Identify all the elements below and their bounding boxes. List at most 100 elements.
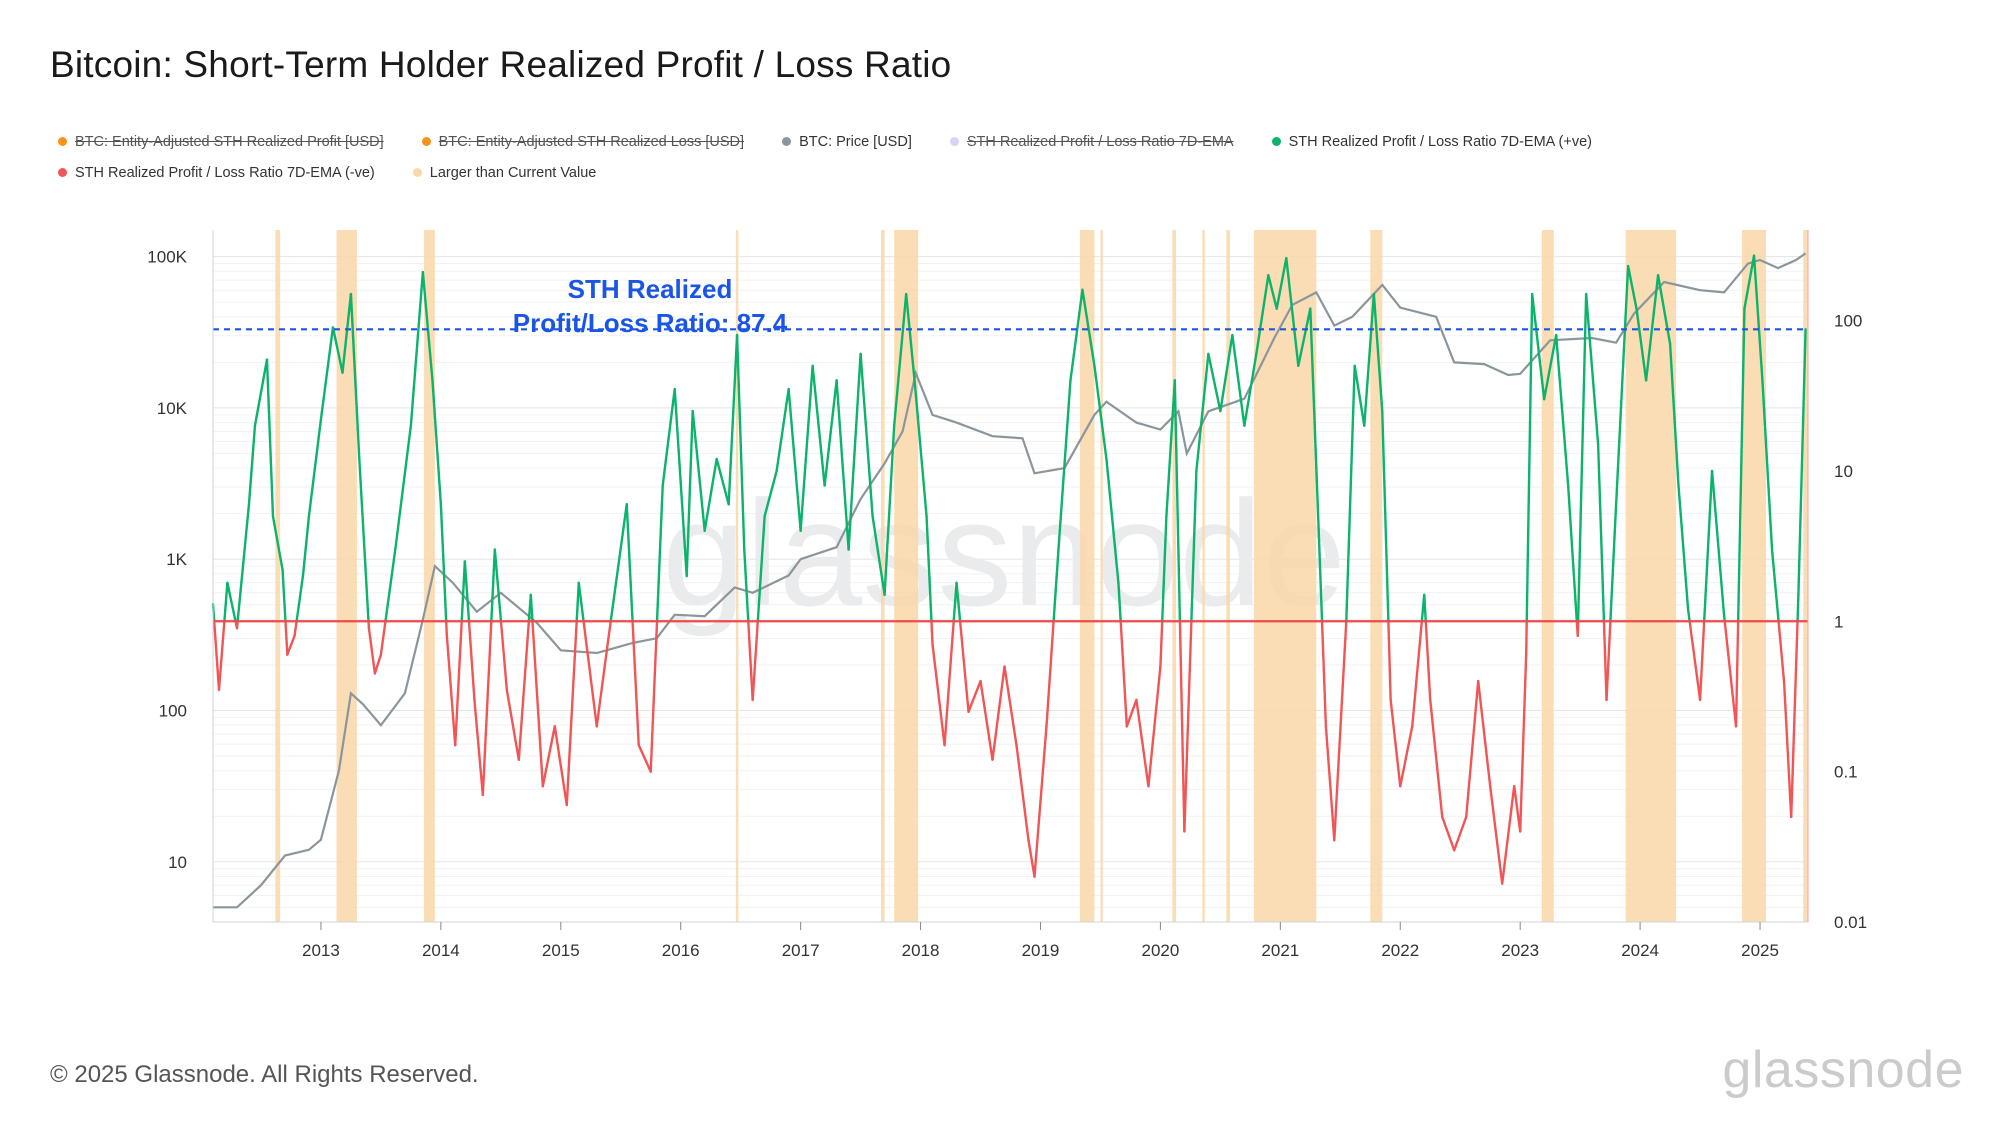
ratio-negative-segment (445, 634, 457, 747)
watermark: glassnode (662, 469, 1346, 637)
left-tick-label: 100K (147, 248, 187, 267)
highlight-band (1742, 230, 1767, 922)
ratio-positive-segment (1770, 548, 1780, 623)
ratio-negative-segment (499, 620, 509, 692)
legend-item-ratio-ema[interactable]: STH Realized Profit / Loss Ratio 7D-EMA (949, 133, 1234, 150)
ratio-negative-segment (1424, 620, 1432, 702)
ratio-negative-segment (967, 679, 982, 713)
ratio-positive-segment (913, 379, 928, 518)
axes: 10 100 1K 10K 100K 0.01 0.1 1 10 100 2013 2014 2015 2… (147, 230, 1867, 960)
legend-dot-icon (1271, 137, 1281, 146)
legend-item-btc-price[interactable]: BTC: Price [USD] (782, 134, 912, 150)
ratio-negative-segment (505, 688, 521, 761)
annotation-line-2: Profit/Loss Ratio: 87.4 (513, 308, 788, 338)
x-tick-label: 2023 (1501, 941, 1539, 960)
ratio-positive-segment (743, 548, 750, 623)
ratio-positive-segment (1317, 529, 1324, 623)
ratio-positive-segment (1345, 364, 1356, 623)
ratio-negative-segment (1135, 698, 1150, 788)
highlight-band (275, 230, 281, 922)
ratio-positive-segment (439, 503, 448, 623)
ratio-negative-segment (1477, 679, 1492, 788)
ratio-negative-segment (1777, 620, 1786, 683)
ratio-negative-segment (1734, 620, 1740, 728)
ratio-negative-segment (1790, 620, 1799, 819)
ratio-positive-segment (871, 514, 886, 596)
ratio-negative-segment (531, 620, 544, 788)
right-tick-label: 0.01 (1834, 913, 1867, 932)
x-tick-label: 2020 (1141, 941, 1179, 960)
ratio-negative-segment (1429, 698, 1444, 819)
legend-item-sth-realized-loss[interactable]: BTC: Entity-Adjusted STH Realized Loss [… (421, 134, 744, 150)
ratio-negative-segment (1003, 665, 1018, 747)
ratio-positive-segment (1297, 307, 1312, 367)
x-tick-label: 2017 (782, 941, 820, 960)
ratio-positive-segment (1057, 379, 1072, 551)
ratio-negative-segment (607, 620, 612, 638)
legend-item-ratio-negative[interactable]: STH Realized Profit / Loss Ratio 7D-EMA … (58, 165, 375, 181)
ratio-positive-segment (1566, 484, 1579, 623)
ratio-positive-segment (265, 358, 275, 518)
legend-row-2: STH Realized Profit / Loss Ratio 7D-EMA … (58, 157, 1738, 188)
legend-dot-icon (782, 137, 792, 146)
ratio-positive-segment (341, 292, 353, 374)
legend-item-ratio-positive[interactable]: STH Realized Profit / Loss Ratio 7D-EMA … (1271, 134, 1592, 150)
ratio-positive-segment (493, 548, 503, 623)
ratio-positive-segment (1584, 292, 1600, 446)
ratio-negative-segment (1324, 725, 1336, 842)
ratio-positive-segment (1243, 352, 1258, 427)
ratio-positive-segment (775, 387, 790, 473)
ratio-positive-segment (1576, 292, 1588, 623)
ratio-positive-segment (892, 292, 908, 427)
ratio-positive-segment (811, 364, 826, 487)
legend-label: STH Realized Profit / Loss Ratio 7D-EMA … (75, 164, 375, 181)
ratio-negative-segment (1399, 725, 1414, 788)
ratio-negative-segment (454, 620, 463, 747)
ratio-positive-segment (349, 292, 361, 461)
ratio-positive-segment (735, 333, 746, 551)
ratio-negative-segment (1119, 620, 1129, 728)
ratio-positive-segment (925, 514, 933, 623)
ratio-positive-segment (1554, 333, 1570, 487)
ratio-positive-segment (1165, 379, 1176, 518)
ratio-positive-segment (691, 409, 706, 532)
ratio-negative-segment (1045, 620, 1055, 728)
ratio-negative-segment (379, 620, 387, 656)
ratio-negative-segment (1518, 653, 1528, 833)
annotation-line-1: STH Realized (568, 274, 733, 304)
right-tick-label: 100 (1834, 312, 1862, 331)
legend-item-larger-than-current[interactable]: Larger than Current Value (412, 165, 596, 181)
ratio-positive-segment (1542, 333, 1558, 401)
ratio-negative-segment (637, 743, 652, 773)
ratio-positive-segment (1069, 288, 1084, 382)
ratio-negative-segment (1453, 815, 1468, 852)
ratio-positive-segment (1363, 292, 1376, 427)
ratio-positive-segment (281, 568, 287, 623)
ratio-positive-segment (1190, 469, 1198, 623)
ratio-positive-segment (1285, 256, 1300, 367)
ratio-negative-segment (467, 620, 476, 702)
ratio-positive-segment (384, 548, 397, 623)
ratio-positive-segment (1353, 364, 1366, 427)
legend-label: STH Realized Profit / Loss Ratio 7D-EMA (966, 133, 1234, 150)
legend: BTC: Entity-Adjusted STH Realized Profit… (58, 126, 1738, 188)
ratio-negative-segment (1147, 665, 1162, 788)
legend-dot-icon (949, 137, 959, 146)
highlight-band (424, 230, 435, 922)
highlight-band (1100, 230, 1103, 922)
ratio-negative-segment (1500, 785, 1516, 885)
ratio-positive-segment (1736, 307, 1746, 623)
ratio-positive-segment (703, 457, 718, 532)
ratio-positive-segment (577, 581, 585, 623)
ratio-positive-segment (1381, 409, 1390, 623)
ratio-positive-segment (655, 484, 664, 623)
ratio-positive-segment (1093, 364, 1108, 461)
legend-item-sth-realized-profit[interactable]: BTC: Entity-Adjusted STH Realized Profit… (58, 134, 384, 150)
ratio-positive-segment (529, 593, 534, 623)
x-tick-label: 2019 (1022, 941, 1060, 960)
ratio-positive-segment (223, 581, 229, 623)
ratio-negative-segment (1688, 620, 1702, 702)
ratio-negative-segment (1178, 620, 1186, 833)
left-tick-label: 10 (168, 853, 187, 872)
ratio-positive-segment (236, 503, 251, 623)
